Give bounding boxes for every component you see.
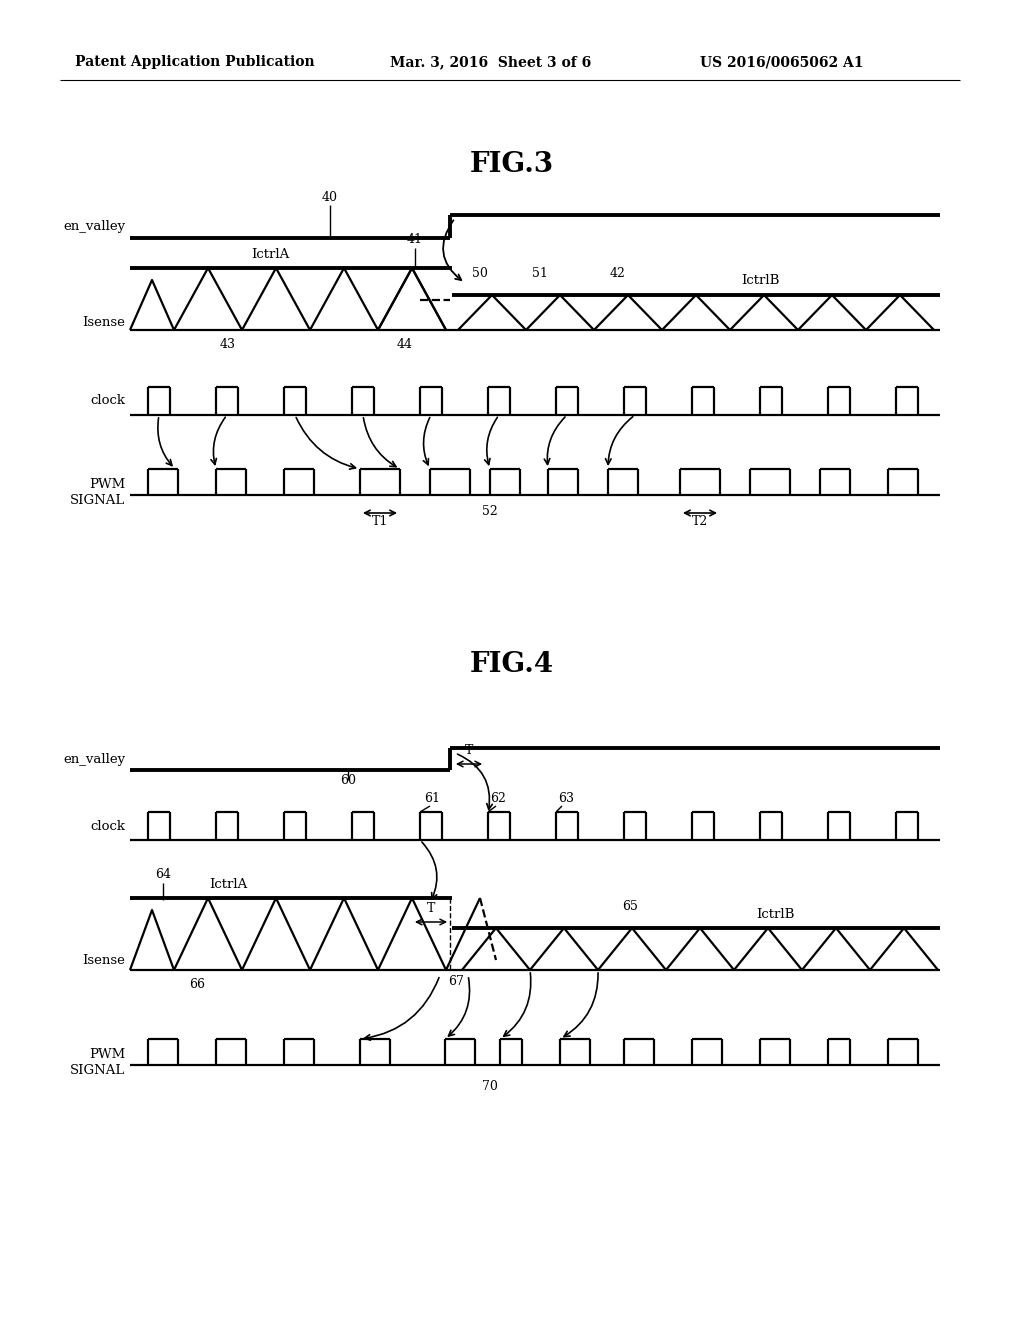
Text: PWM: PWM: [89, 479, 125, 491]
Text: IctrlB: IctrlB: [740, 275, 779, 288]
Text: 66: 66: [189, 978, 205, 991]
Text: 50: 50: [472, 267, 488, 280]
Text: Patent Application Publication: Patent Application Publication: [75, 55, 314, 69]
Text: en_valley: en_valley: [62, 752, 125, 766]
Text: SIGNAL: SIGNAL: [70, 494, 125, 507]
Text: 64: 64: [155, 869, 171, 880]
Text: clock: clock: [90, 395, 125, 408]
Text: IctrlA: IctrlA: [209, 878, 247, 891]
Text: 61: 61: [424, 792, 440, 805]
Text: FIG.3: FIG.3: [470, 152, 554, 178]
Text: Isense: Isense: [82, 315, 125, 329]
Text: 41: 41: [407, 234, 423, 246]
Text: Mar. 3, 2016  Sheet 3 of 6: Mar. 3, 2016 Sheet 3 of 6: [390, 55, 591, 69]
Text: 40: 40: [322, 191, 338, 205]
Text: T: T: [427, 902, 435, 915]
Text: SIGNAL: SIGNAL: [70, 1064, 125, 1077]
Text: 43: 43: [220, 338, 236, 351]
Text: T1: T1: [372, 515, 388, 528]
Text: 70: 70: [482, 1080, 498, 1093]
Text: 65: 65: [622, 900, 638, 913]
Text: T2: T2: [692, 515, 709, 528]
Text: 63: 63: [558, 792, 574, 805]
Text: IctrlA: IctrlA: [251, 248, 289, 260]
Text: US 2016/0065062 A1: US 2016/0065062 A1: [700, 55, 863, 69]
Text: 60: 60: [340, 774, 356, 787]
Text: Isense: Isense: [82, 953, 125, 966]
Text: 51: 51: [532, 267, 548, 280]
Text: T: T: [465, 744, 473, 756]
Text: PWM: PWM: [89, 1048, 125, 1061]
Text: 52: 52: [482, 506, 498, 517]
Text: IctrlB: IctrlB: [756, 908, 795, 920]
Text: 62: 62: [490, 792, 506, 805]
Text: 42: 42: [610, 267, 626, 280]
Text: en_valley: en_valley: [62, 220, 125, 234]
Text: clock: clock: [90, 820, 125, 833]
Text: 67: 67: [449, 975, 464, 987]
Text: FIG.4: FIG.4: [470, 652, 554, 678]
Text: 44: 44: [397, 338, 413, 351]
